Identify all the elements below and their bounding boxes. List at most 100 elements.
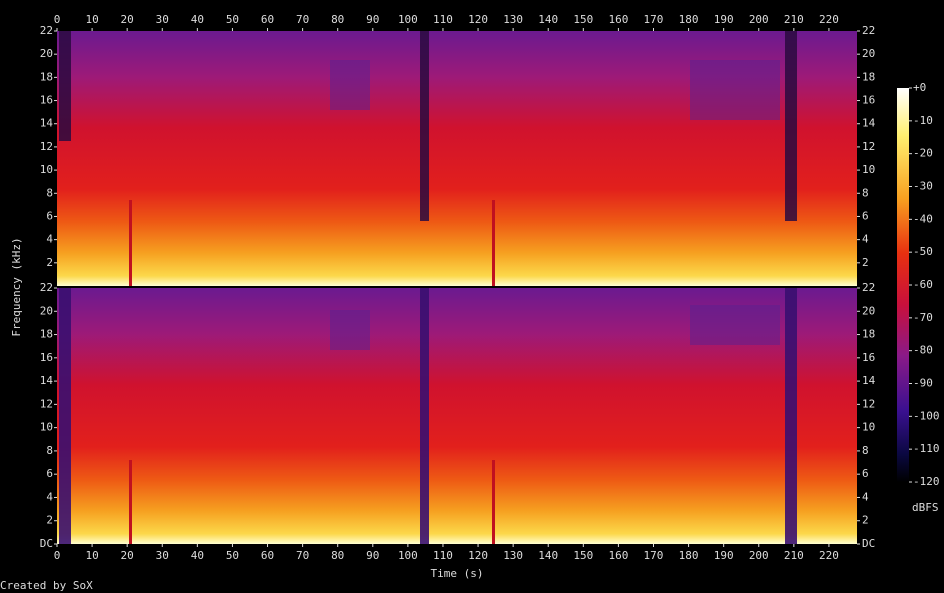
colorbar-tick-label: -20 xyxy=(913,147,933,160)
x-tick-label: 0 xyxy=(54,13,61,26)
y-tick-label: 8 xyxy=(862,444,869,457)
y-tick-label: 14 xyxy=(862,117,876,130)
y-tick-label: DC xyxy=(40,537,53,550)
y-tick-label: 12 xyxy=(40,140,53,153)
quiet-band xyxy=(129,200,132,286)
x-tick-label: 130 xyxy=(503,13,523,26)
x-tick-label: 90 xyxy=(366,549,379,562)
y-tick-label: 2 xyxy=(46,514,53,527)
x-tick-label: 40 xyxy=(191,549,204,562)
y-tick-label: 2 xyxy=(862,256,869,269)
x-tick-label: 30 xyxy=(156,13,169,26)
y-tick-label: 22 xyxy=(40,281,53,294)
x-tick-label: 140 xyxy=(538,549,558,562)
y-tick-label: 10 xyxy=(862,163,875,176)
x-tick-label: 170 xyxy=(644,13,664,26)
y-tick-label: 16 xyxy=(862,351,875,364)
x-axis-label: Time (s) xyxy=(431,567,484,580)
y-tick-label: 14 xyxy=(40,117,54,130)
y-axis-label: Frequency (kHz) xyxy=(10,237,23,336)
spectrogram-bottom xyxy=(57,288,857,544)
x-tick-label: 100 xyxy=(398,549,418,562)
x-tick-label: 50 xyxy=(226,13,239,26)
x-tick-label: 140 xyxy=(538,13,558,26)
colorbar-tick-label: +0 xyxy=(913,81,926,94)
x-tick-label: 180 xyxy=(679,13,699,26)
y-tick-label: 22 xyxy=(862,281,875,294)
y-tick-label: 18 xyxy=(40,328,53,341)
colorbar-tick-label: -30 xyxy=(913,180,933,193)
y-tick-label: 6 xyxy=(862,209,869,222)
colorbar-tick-label: -90 xyxy=(913,377,933,390)
y-tick-label: 18 xyxy=(862,328,875,341)
y-tick-label: 12 xyxy=(40,397,53,410)
x-tick-label: 20 xyxy=(121,13,134,26)
footer: Created by SoX xyxy=(0,579,93,592)
y-tick-label: 20 xyxy=(40,47,53,60)
quiet-band xyxy=(420,31,429,221)
y-tick-label: 8 xyxy=(46,186,53,199)
colorbar-tick-label: -60 xyxy=(913,278,933,291)
y-tick-label: 22 xyxy=(862,24,875,37)
y-tick-label: 20 xyxy=(40,304,53,317)
x-tick-label: 70 xyxy=(296,13,309,26)
x-tick-label: 100 xyxy=(398,13,418,26)
x-tick-label: 120 xyxy=(468,549,488,562)
x-tick-label: 200 xyxy=(749,549,769,562)
x-tick-label: 80 xyxy=(331,549,344,562)
y-tick-label: 6 xyxy=(46,467,53,480)
quiet-band xyxy=(492,460,495,544)
x-tick-label: 160 xyxy=(608,13,628,26)
quiet-band xyxy=(129,460,132,544)
x-tick-label: 110 xyxy=(433,549,453,562)
y-tick-label: 16 xyxy=(40,94,53,107)
spectrogram-top xyxy=(57,31,857,286)
y-tick-label: 16 xyxy=(40,351,53,364)
y-tick-label: 12 xyxy=(862,140,875,153)
x-tick-label: 150 xyxy=(573,13,593,26)
y-tick-label: 6 xyxy=(862,467,869,480)
x-tick-label: 210 xyxy=(784,549,804,562)
x-tick-label: 10 xyxy=(85,13,98,26)
y-tick-label: 10 xyxy=(40,163,53,176)
y-tick-label: 6 xyxy=(46,209,53,222)
quiet-band xyxy=(690,305,780,345)
x-tick-label: 60 xyxy=(261,549,274,562)
x-tick-label: 10 xyxy=(85,549,98,562)
x-tick-label: 150 xyxy=(573,549,593,562)
y-tick-label: 4 xyxy=(862,233,869,246)
x-tick-label: 170 xyxy=(644,549,664,562)
colorbar-tick-label: -50 xyxy=(913,245,933,258)
y-tick-label: 22 xyxy=(40,24,53,37)
x-tick-label: 80 xyxy=(331,13,344,26)
x-tick-label: 130 xyxy=(503,549,523,562)
x-tick-label: 220 xyxy=(819,549,839,562)
quiet-band xyxy=(59,31,71,141)
x-tick-label: 220 xyxy=(819,13,839,26)
x-tick-label: 90 xyxy=(366,13,379,26)
x-tick-label: 190 xyxy=(714,549,734,562)
colorbar-tick-label: -120 xyxy=(913,475,940,488)
x-tick-label: 30 xyxy=(156,549,169,562)
quiet-band xyxy=(59,288,71,544)
y-tick-label: 18 xyxy=(40,70,53,83)
y-tick-label: 10 xyxy=(40,421,53,434)
y-tick-label: 8 xyxy=(862,186,869,199)
quiet-band xyxy=(785,288,797,544)
quiet-band xyxy=(690,60,780,120)
x-tick-label: 160 xyxy=(608,549,628,562)
y-tick-label: 2 xyxy=(46,256,53,269)
x-tick-label: 0 xyxy=(54,549,61,562)
y-tick-label: 4 xyxy=(46,490,53,503)
colorbar-tick-label: -10 xyxy=(913,114,933,127)
y-tick-label: 20 xyxy=(862,304,875,317)
x-tick-label: 70 xyxy=(296,549,309,562)
y-tick-label: 4 xyxy=(46,233,53,246)
y-tick-label: 14 xyxy=(40,374,54,387)
quiet-band xyxy=(492,200,495,286)
quiet-band xyxy=(420,288,429,544)
colorbar-label: dBFS xyxy=(912,501,939,514)
colorbar-tick-label: -40 xyxy=(913,212,933,225)
x-tick-label: 190 xyxy=(714,13,734,26)
